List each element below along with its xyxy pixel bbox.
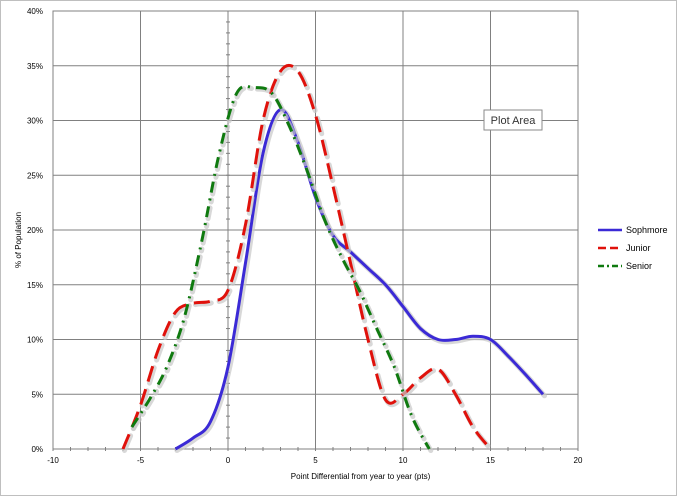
tooltip-text: Plot Area bbox=[491, 115, 537, 127]
y-tick-label: 20% bbox=[27, 226, 43, 235]
y-axis-label: % of Population bbox=[14, 212, 23, 268]
y-tick-label: 15% bbox=[27, 281, 43, 290]
legend-senior-label: Senior bbox=[626, 261, 652, 271]
series-junior-line bbox=[121, 63, 492, 450]
series-layer bbox=[121, 63, 547, 453]
legend-junior-label: Junior bbox=[626, 243, 651, 253]
x-axis-ticks: -10 -5 0 5 10 15 20 bbox=[47, 456, 583, 465]
y-tick-label: 0% bbox=[31, 445, 43, 454]
gridlines bbox=[52, 10, 579, 451]
x-tick-label: 5 bbox=[313, 456, 318, 465]
x-tick-label: 15 bbox=[486, 456, 495, 465]
series-sophmore-line bbox=[174, 108, 545, 451]
x-tick-label: 0 bbox=[226, 456, 231, 465]
x-axis-label: Point Differential from year to year (pt… bbox=[291, 472, 431, 481]
y-tick-label: 40% bbox=[27, 7, 43, 16]
y-tick-label: 35% bbox=[27, 62, 43, 71]
y-tick-label: 10% bbox=[27, 336, 43, 345]
y-tick-label: 25% bbox=[27, 171, 43, 180]
x-tick-label: 20 bbox=[574, 456, 583, 465]
x-tick-label: 10 bbox=[399, 456, 408, 465]
legend: Sophmore Junior Senior bbox=[598, 225, 668, 271]
legend-sophmore-label: Sophmore bbox=[626, 225, 668, 235]
tooltip-box bbox=[483, 109, 543, 131]
y-axis-ticks: 0% 5% 10% 15% 20% 25% 30% 35% 40% bbox=[27, 7, 43, 454]
x-tick-label: -5 bbox=[137, 456, 145, 465]
y-tick-label: 5% bbox=[31, 390, 43, 399]
series-senior-line bbox=[130, 84, 431, 450]
plot-area-tooltip: Plot Area bbox=[483, 109, 543, 131]
y-tick-label: 30% bbox=[27, 117, 43, 126]
x-tick-label: -10 bbox=[47, 456, 59, 465]
